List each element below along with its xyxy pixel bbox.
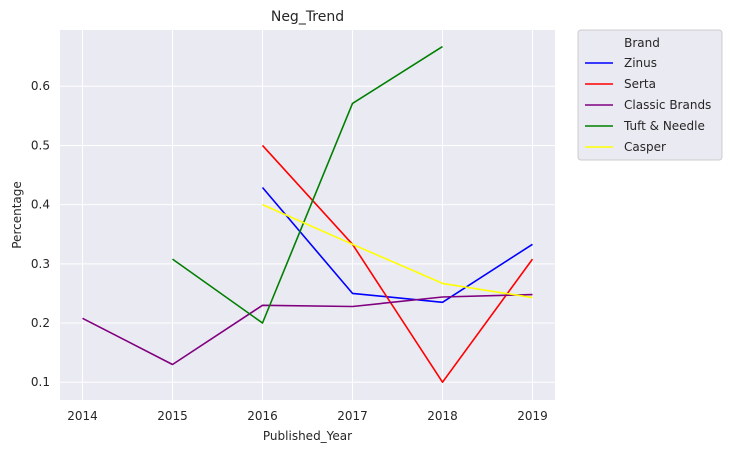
series-line-zinus — [261, 186, 533, 304]
x-axis-ticks: 2014 2015 2016 2017 2018 2019 — [67, 409, 548, 423]
legend-box — [577, 29, 723, 161]
x-tick-label: 2019 — [517, 409, 548, 423]
series-line-serta — [261, 144, 534, 384]
legend-items: Zinus Serta Classic Brands Tuft & Needle Cas… — [585, 56, 711, 154]
y-axis-ticks: 0.1 0.2 0.3 0.4 0.5 0.6 — [31, 79, 50, 389]
legend-label-tuft-needle: Tuft & Needle — [623, 119, 705, 133]
x-axis-label: Published_Year — [263, 429, 352, 443]
y-tick-label: 0.5 — [31, 138, 50, 152]
y-tick-label: 0.1 — [31, 375, 50, 389]
chart-title: Neg_Trend — [271, 9, 344, 25]
series-lines — [82, 45, 534, 384]
x-tick-label: 2016 — [247, 409, 278, 423]
y-tick-label: 0.2 — [31, 316, 50, 330]
y-tick-label: 0.3 — [31, 257, 50, 271]
y-tick-label: 0.4 — [31, 198, 50, 212]
x-tick-label: 2015 — [157, 409, 188, 423]
y-axis-label: Percentage — [10, 181, 24, 249]
series-line-casper — [262, 203, 533, 299]
series-line-classic-brands — [82, 293, 533, 366]
gridlines — [60, 30, 555, 400]
y-tick-label: 0.6 — [31, 79, 50, 93]
legend-label-serta: Serta — [624, 77, 656, 91]
legend: Brand Zinus Serta Classic Brands Tuft & Nee… — [577, 29, 723, 161]
x-tick-label: 2018 — [427, 409, 458, 423]
series-line-tuft-needle — [172, 45, 443, 324]
legend-label-casper: Casper — [624, 140, 666, 154]
legend-label-classic-brands: Classic Brands — [624, 98, 711, 112]
legend-label-zinus: Zinus — [624, 56, 657, 70]
legend-title: Brand — [624, 36, 660, 50]
x-tick-label: 2014 — [67, 409, 98, 423]
x-tick-label: 2017 — [337, 409, 368, 423]
